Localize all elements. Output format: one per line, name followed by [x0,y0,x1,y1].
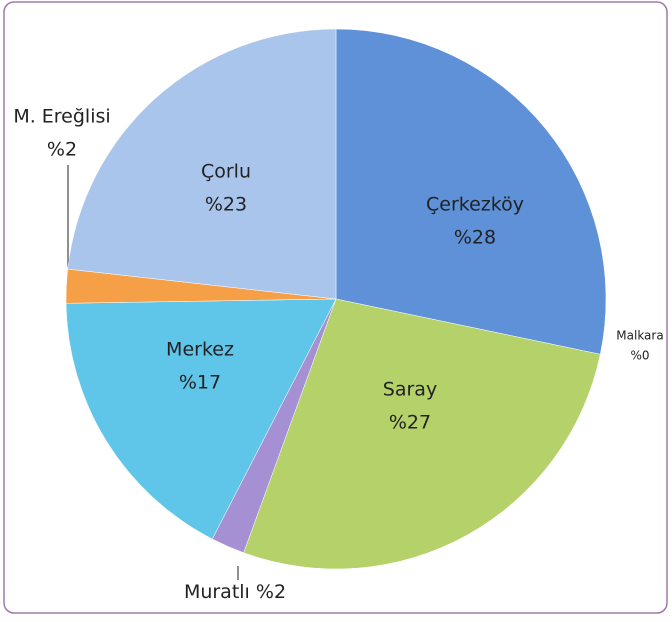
category-label: Muratlı [184,581,250,603]
value-label: %23 [205,194,247,216]
pie-slice [335,28,607,355]
category-label: Malkara [616,329,663,343]
pie-slice [243,298,601,570]
value-label: %2 [47,139,77,161]
value-label: %0 [630,349,649,363]
value-label: %28 [454,227,496,249]
value-label: %2 [256,581,286,603]
pie-slice [65,298,337,540]
value-label: %17 [179,372,221,394]
frame [3,1,668,614]
category-label: Çorlu [201,161,251,183]
category-label: M. Ereğlisi [13,106,110,128]
category-label: Saray [383,379,437,401]
pie-slice [67,28,337,300]
category-label: Merkez [166,339,234,361]
value-label: %27 [389,412,431,434]
slice-label: Muratlı %2 [184,581,286,603]
category-label: Çerkezköy [426,194,524,216]
